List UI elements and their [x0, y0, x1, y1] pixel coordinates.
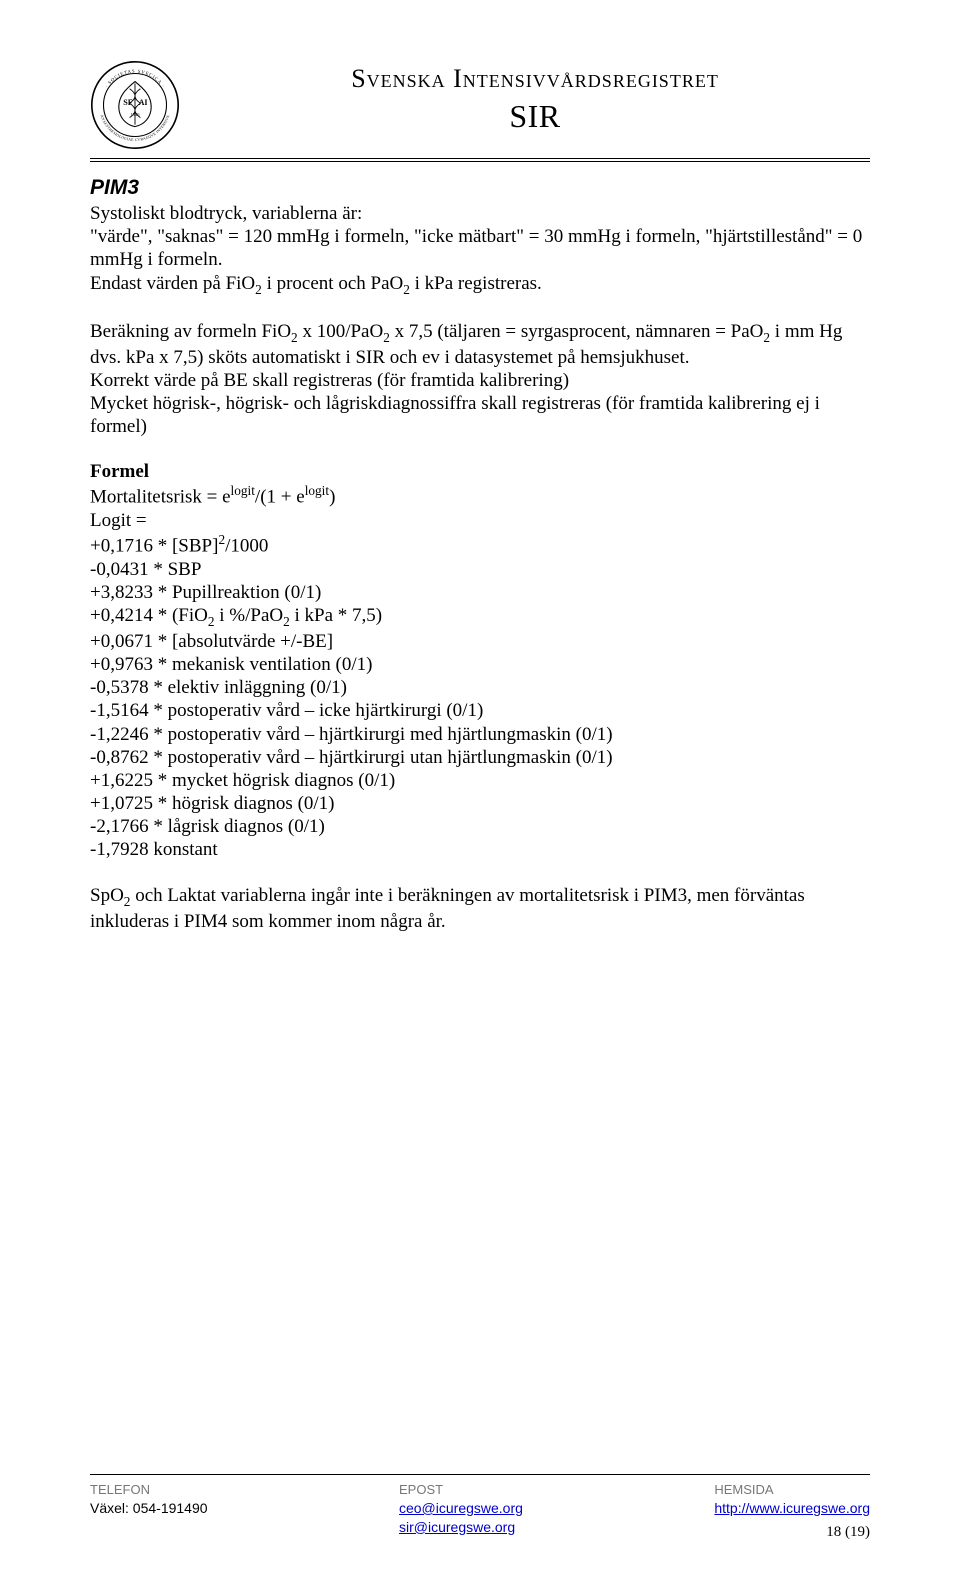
f-l1-mid: /(1 + e: [255, 487, 305, 508]
p2-pre: Beräkning av formeln FiO: [90, 321, 291, 342]
p2-line3: Mycket högrisk-, högrisk- och lågriskdia…: [90, 393, 820, 437]
p2-mid: x 100/PaO: [298, 321, 384, 342]
f-l14: +1,0725 * högrisk diagnos (0/1): [90, 793, 335, 814]
f-l10: -1,5164 * postoperativ vård – icke hjärt…: [90, 700, 483, 721]
tel-value: Växel: 054-191490: [90, 1499, 208, 1518]
f-l9: -0,5378 * elektiv inläggning (0/1): [90, 677, 347, 698]
p2-line2: Korrekt värde på BE skall registreras (f…: [90, 370, 569, 391]
closing-post: och Laktat variablerna ingår inte i berä…: [90, 885, 805, 932]
f-l1-sup2: logit: [305, 483, 329, 498]
f-l12: -0,8762 * postoperativ vård – hjärtkirur…: [90, 747, 613, 768]
epost-link-1[interactable]: ceo@icuregswe.org: [399, 1500, 523, 1516]
f-l1-pre: Mortalitetsrisk = e: [90, 487, 231, 508]
f-l7: +0,0671 * [absolutvärde +/-BE]: [90, 631, 333, 652]
svg-text:1946: 1946: [131, 112, 141, 117]
f-l2: Logit =: [90, 510, 147, 531]
footer-hemsida: HEMSIDA http://www.icuregswe.org 18 (19): [714, 1481, 870, 1542]
f-l4: -0,0431 * SBP: [90, 559, 201, 580]
f-l11: -1,2246 * postoperativ vård – hjärtkirur…: [90, 724, 613, 745]
f-l13: +1,6225 * mycket högrisk diagnos (0/1): [90, 770, 395, 791]
paragraph-1: Systoliskt blodtryck, variablerna är: "v…: [90, 202, 870, 298]
header-divider: [90, 158, 870, 162]
closing-paragraph: SpO2 och Laktat variablerna ingår inte i…: [90, 884, 870, 933]
f-l6-mid: i %/PaO: [215, 605, 284, 626]
paragraph-2: Beräkning av formeln FiO2 x 100/PaO2 x 7…: [90, 320, 870, 439]
hem-link[interactable]: http://www.icuregswe.org: [714, 1500, 870, 1516]
document-body: Systoliskt blodtryck, variablerna är: "v…: [90, 202, 870, 933]
footer-epost: EPOST ceo@icuregswe.org sir@icuregswe.or…: [399, 1481, 523, 1542]
p1-line2: "värde", "saknas" = 120 mmHg i formeln, …: [90, 226, 862, 270]
page-number: 18 (19): [714, 1522, 870, 1542]
f-l6-pre: +0,4214 * (FiO: [90, 605, 208, 626]
f-l5: +3,8233 * Pupillreaktion (0/1): [90, 582, 321, 603]
epost-label: EPOST: [399, 1481, 523, 1499]
f-l1-post: ): [329, 487, 335, 508]
p1-line3-pre: Endast värden på FiO: [90, 273, 255, 294]
f-l1-sup1: logit: [231, 483, 255, 498]
tel-label: TELEFON: [90, 1481, 208, 1499]
p1-line3-post: i kPa registreras.: [410, 273, 542, 294]
svg-text:SF: SF: [123, 98, 132, 107]
hem-label: HEMSIDA: [714, 1481, 870, 1499]
page-header: · SOCIETAS SVECICA · ANAESTHESIOLOGIAE C…: [90, 60, 870, 150]
f-l16: -1,7928 konstant: [90, 839, 218, 860]
p1-line1: Systoliskt blodtryck, variablerna är:: [90, 203, 362, 224]
section-heading: PIM3: [90, 176, 870, 200]
p1-line3-mid: i procent och PaO: [262, 273, 403, 294]
svg-text:AI: AI: [139, 98, 148, 107]
formula-block: Mortalitetsrisk = elogit/(1 + elogit) Lo…: [90, 483, 870, 861]
closing-pre: SpO: [90, 885, 124, 906]
f-l15: -2,1766 * lågrisk diagnos (0/1): [90, 816, 325, 837]
page-footer: TELEFON Växel: 054-191490 EPOST ceo@icur…: [90, 1474, 870, 1542]
org-abbrev: SIR: [200, 98, 870, 135]
p2-mid2: x 7,5 (täljaren = syrgasprocent, nämnare…: [390, 321, 764, 342]
epost-link-2[interactable]: sir@icuregswe.org: [399, 1519, 515, 1535]
f-l8: +0,9763 * mekanisk ventilation (0/1): [90, 654, 372, 675]
org-logo: · SOCIETAS SVECICA · ANAESTHESIOLOGIAE C…: [90, 60, 180, 150]
f-l3-pre: +0,1716 * [SBP]: [90, 535, 218, 556]
footer-divider: [90, 1474, 870, 1475]
org-name: Svenska Intensivvårdsregistret: [200, 64, 870, 94]
f-l3-post: /1000: [225, 535, 268, 556]
title-block: Svenska Intensivvårdsregistret SIR: [200, 60, 870, 135]
f-l6-post: i kPa * 7,5): [290, 605, 382, 626]
footer-telefon: TELEFON Växel: 054-191490: [90, 1481, 208, 1542]
formel-heading: Formel: [90, 460, 870, 483]
